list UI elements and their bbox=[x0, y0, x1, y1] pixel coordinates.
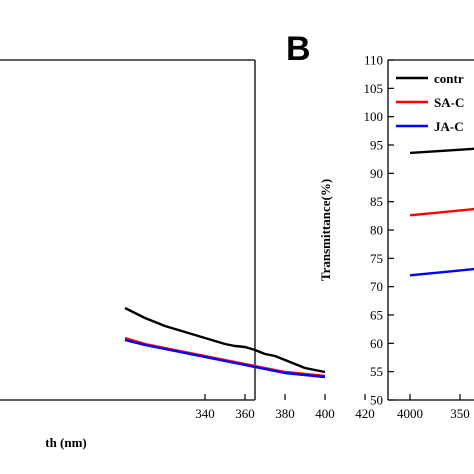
panel-a-x-tick-label: 420 bbox=[355, 406, 375, 421]
panel-b-x-tick-label: 4000 bbox=[397, 406, 423, 421]
legend-label: contr bbox=[434, 71, 464, 86]
panel-b-y-tick-label: 75 bbox=[370, 251, 383, 266]
panel-b-y-tick-label: 105 bbox=[364, 81, 384, 96]
panel-b-y-tick-label: 95 bbox=[370, 138, 383, 153]
panel-b-x-tick-label: 350 bbox=[450, 406, 470, 421]
panel-b-y-tick-label: 55 bbox=[370, 364, 383, 379]
panel-b-y-label: Transmittance(%) bbox=[318, 179, 333, 281]
panel-a-x-tick-label: 400 bbox=[315, 406, 335, 421]
panel-b-y-tick-label: 100 bbox=[364, 109, 384, 124]
panel-a: 340 360 380 400 420 th (nm) bbox=[0, 59, 375, 450]
legend-label: SA-C bbox=[434, 95, 464, 110]
panel-a-series-line-2 bbox=[124, 338, 326, 379]
panel-b: B 110 105 100 95 90 85 80 75 70 65 60 55 50 4000 350 c… bbox=[286, 30, 474, 421]
panel-b-y-tick-label: 90 bbox=[370, 166, 383, 181]
panel-b-y-tick-label: 60 bbox=[370, 336, 383, 351]
panel-a-x-tick-label: 340 bbox=[195, 406, 215, 421]
panel-b-series-line-1 bbox=[409, 207, 474, 217]
panel-b-y-tick-label: 85 bbox=[370, 194, 383, 209]
panel-b-letter: B bbox=[286, 30, 311, 68]
panel-b-y-tick-label: 65 bbox=[370, 308, 383, 323]
panel-b-series-line-2 bbox=[409, 267, 474, 277]
legend-label: JA-C bbox=[434, 119, 464, 134]
panel-a-x-tick-label: 360 bbox=[235, 406, 255, 421]
panel-a-x-label: th (nm) bbox=[45, 435, 87, 450]
panel-a-series-line-0 bbox=[124, 306, 326, 374]
panel-a-x-tick-label: 380 bbox=[275, 406, 295, 421]
panel-b-y-tick-label: 70 bbox=[370, 279, 383, 294]
panel-b-y-tick-label: 80 bbox=[370, 223, 383, 238]
panel-b-series-line-0 bbox=[409, 147, 474, 155]
panel-b-y-tick-label: 50 bbox=[370, 393, 383, 408]
panel-b-y-tick-label: 110 bbox=[364, 53, 383, 68]
